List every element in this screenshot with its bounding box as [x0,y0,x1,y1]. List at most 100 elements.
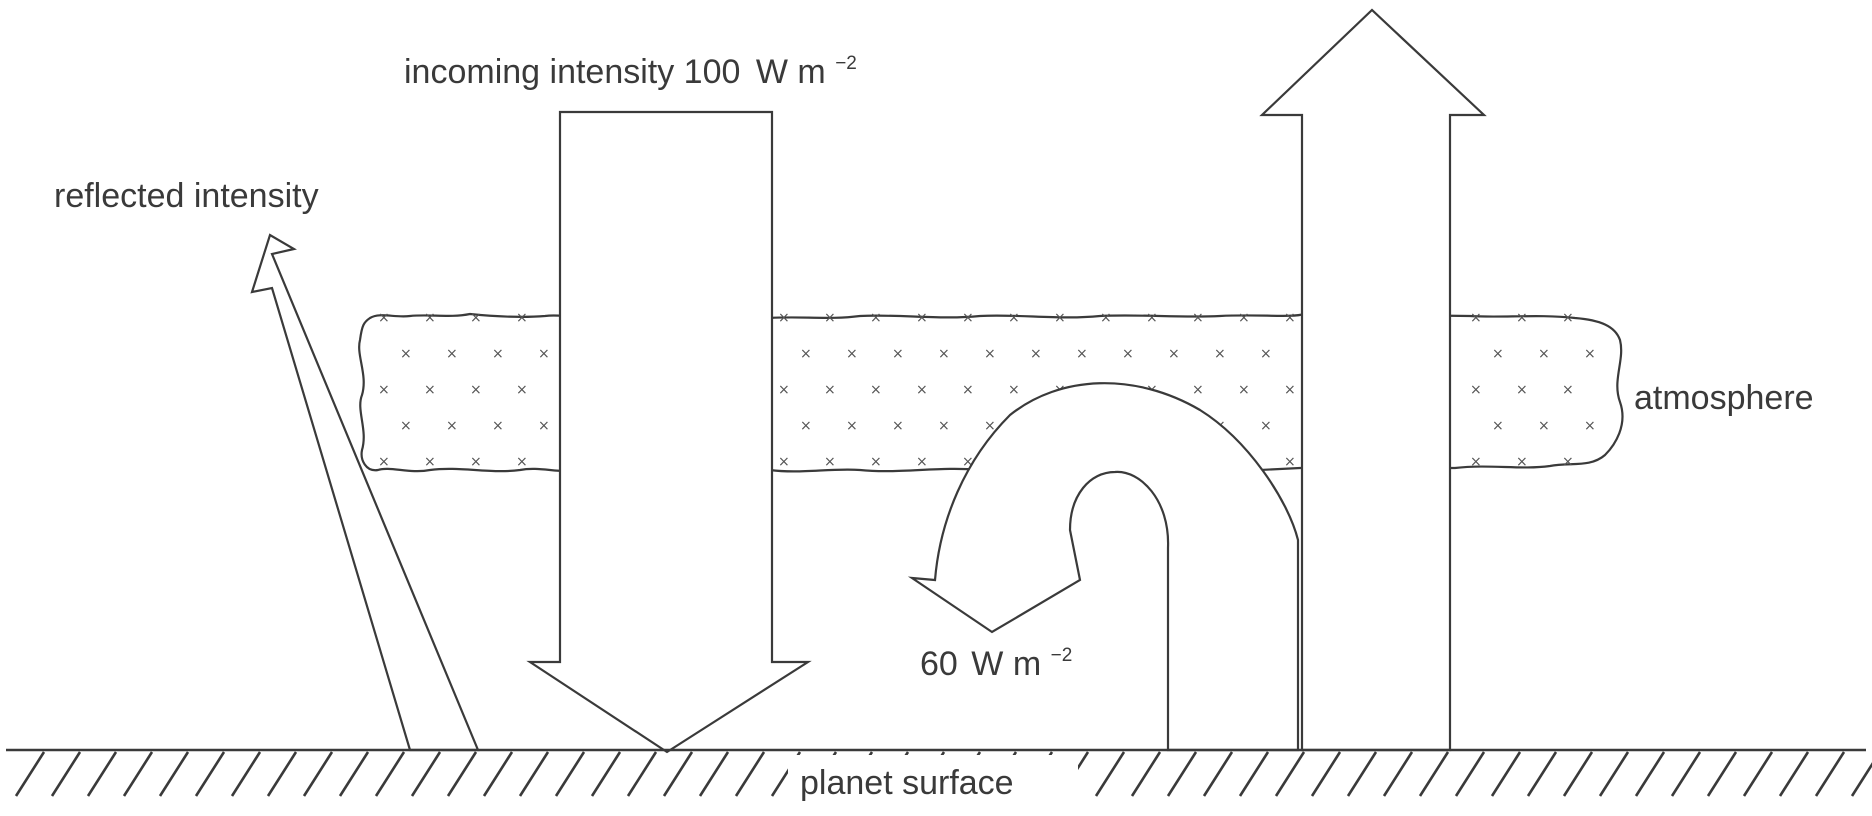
surface-label-gap [788,755,1078,805]
surface-hatch-line [662,751,694,797]
surface-hatch-line [554,751,586,797]
surface-hatching [14,751,1872,797]
surface-hatch-line [1742,751,1774,797]
atmosphere-marker-icon: × [516,454,528,470]
atmosphere-marker-icon: × [1238,310,1250,326]
surface-hatch-line [1346,751,1378,797]
atmosphere-marker-icon: × [1008,310,1020,326]
atmosphere-marker-icon: × [938,346,950,362]
atmosphere-marker-icon: × [400,418,412,434]
atmosphere-marker-icon: × [1562,310,1574,326]
surface-hatch-line [122,751,154,797]
surface-hatch-line [338,751,370,797]
atmosphere-marker-icon: × [538,346,550,362]
atmosphere-marker-icon: × [424,454,436,470]
surface-hatch-line [158,751,190,797]
surface-hatch-line [1166,751,1198,797]
surface-hatch-line [410,751,442,797]
atmosphere-marker-icon: × [1538,346,1550,362]
atmosphere-marker-icon: × [1492,346,1504,362]
surface-hatch-line [1670,751,1702,797]
surface-hatch-line [1202,751,1234,797]
atmosphere-marker-icon: × [492,418,504,434]
atmosphere-marker-icon: × [1260,418,1272,434]
atmosphere-marker-icon: × [1284,382,1296,398]
atmosphere-marker-icon: × [1192,310,1204,326]
atmosphere-marker-icon: × [1516,454,1528,470]
surface-hatch-line [1454,751,1486,797]
atmosphere-marker-icon: × [492,346,504,362]
atmosphere-marker-icon: × [938,418,950,434]
atmosphere-marker-icon: × [470,454,482,470]
atmosphere-marker-icon: × [824,382,836,398]
atmosphere-marker-icon: × [870,454,882,470]
atmosphere-marker-icon: × [1470,310,1482,326]
surface-hatch-line [14,751,46,797]
incoming-arrow [526,110,812,754]
atmosphere-marker-icon: × [892,346,904,362]
atmosphere-marker-icon: × [984,418,996,434]
atmosphere-marker-icon: × [1516,382,1528,398]
surface-hatch-line [1526,751,1558,797]
reflected-arrow [250,233,480,752]
surface-hatch-line [302,751,334,797]
atmosphere-marker-icon: × [446,346,458,362]
atmosphere-marker-icon: × [516,382,528,398]
surface-hatch-line [1238,751,1270,797]
atmosphere-marker-icon: × [1122,346,1134,362]
atmosphere-marker-icon: × [778,310,790,326]
atmosphere-marker-icon: × [984,346,996,362]
surface-hatch-line [1418,751,1450,797]
atmosphere-marker-icon: × [1146,310,1158,326]
atmosphere-marker-icon: × [892,418,904,434]
surface-hatch-line [1274,751,1306,797]
atmosphere-marker-icon: × [1076,346,1088,362]
atmosphere-marker-icon: × [1214,346,1226,362]
atmosphere-label: atmosphere [1634,379,1814,417]
surface-hatch-line [1310,751,1342,797]
surface-hatch-line [1382,751,1414,797]
atmosphere-marker-icon: × [378,454,390,470]
atmosphere-marker-icon: × [778,382,790,398]
atmosphere-marker-icon: × [378,310,390,326]
atmosphere-marker-icon: × [470,382,482,398]
atmosphere-marker-icon: × [800,346,812,362]
atmosphere-marker-icon: × [1516,310,1528,326]
atmosphere-marker-icon: × [400,346,412,362]
surface-hatch-line [518,751,550,797]
surface-hatch-line [734,751,766,797]
atmosphere-marker-icon: × [1284,310,1296,326]
atmosphere-marker-icon: × [538,418,550,434]
atmosphere-marker-icon: × [1584,418,1596,434]
surface-hatch-line [1814,751,1846,797]
atmosphere-marker-icon: × [778,454,790,470]
surface-hatch-line [698,751,730,797]
surface-hatch-line [1562,751,1594,797]
atmosphere-marker-icon: × [962,382,974,398]
surface-hatch-line [374,751,406,797]
atmosphere-marker-icon: × [1492,418,1504,434]
atmosphere-marker-icon: × [424,310,436,326]
atmosphere-marker-icon: × [870,382,882,398]
surface-hatch-line [1634,751,1666,797]
surface-hatch-line [626,751,658,797]
atmosphere-marker-icon: × [1260,346,1272,362]
atmosphere-marker-icon: × [1470,454,1482,470]
atmosphere-marker-icon: × [1562,382,1574,398]
atmosphere-marker-icon: × [1238,382,1250,398]
atmosphere-marker-icon: × [424,382,436,398]
reflected-intensity-label: reflected intensity [54,177,319,215]
atmosphere-marker-icon: × [1284,454,1296,470]
back-radiation-label: 60 W m −2 [920,645,1072,683]
surface-hatch-line [50,751,82,797]
surface-hatch-line [194,751,226,797]
atmosphere-marker-icon: × [516,310,528,326]
atmosphere-marker-icon: × [1168,346,1180,362]
surface-hatch-line [266,751,298,797]
atmosphere-marker-icon: × [962,310,974,326]
atmosphere-marker-icon: × [1584,346,1596,362]
atmosphere-marker-icon: × [1030,346,1042,362]
surface-hatch-line [86,751,118,797]
surface-hatch-line [1490,751,1522,797]
